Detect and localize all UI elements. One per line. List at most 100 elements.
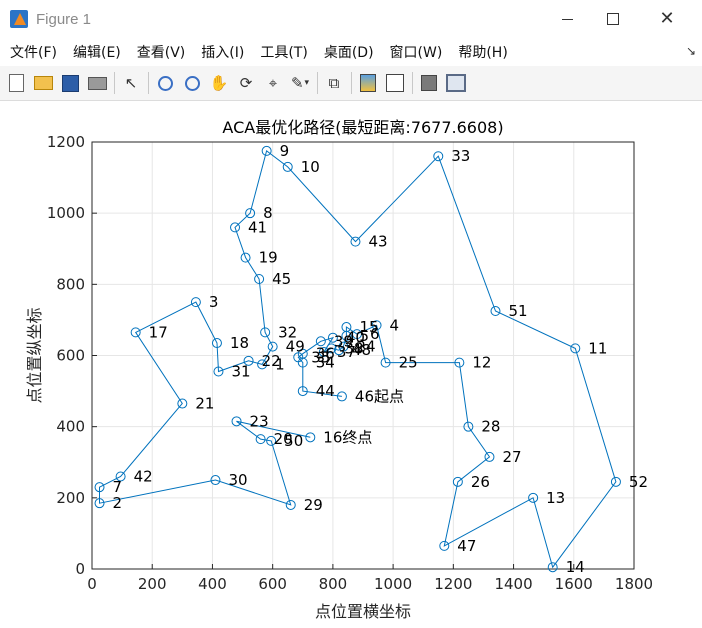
point-label: 28 xyxy=(481,418,500,436)
point-marker xyxy=(94,498,105,509)
point-marker xyxy=(463,421,474,432)
point-id: 25 xyxy=(399,354,418,372)
pan-button[interactable]: ✋ xyxy=(208,72,230,94)
open-folder-icon xyxy=(33,76,53,90)
link-plot-button[interactable]: ⧉ xyxy=(323,72,345,94)
route-line xyxy=(99,150,617,569)
menu-overflow-arrow-icon[interactable]: ↘ xyxy=(685,44,696,58)
point-label: 16终点 xyxy=(323,428,372,446)
point-id: 40 xyxy=(346,329,365,347)
route-chart[interactable]: 0 200 400 600 800 1000 1200 1400 1600 18000200400… xyxy=(0,101,702,628)
show-plot-tools-button[interactable] xyxy=(445,72,467,94)
point-label: 50 xyxy=(284,432,303,450)
zoom-out-button[interactable] xyxy=(181,72,203,94)
point-marker xyxy=(243,355,254,366)
point-id: 42 xyxy=(134,467,153,485)
data-cursor-button[interactable]: ⌖ xyxy=(262,72,284,94)
point-label: 24 xyxy=(356,338,375,356)
legend-icon xyxy=(386,74,404,92)
print-button[interactable] xyxy=(86,72,108,94)
rotate-3d-icon: ⟳ xyxy=(239,74,253,92)
point-marker xyxy=(547,562,558,573)
point-id: 33 xyxy=(451,147,470,165)
point-marker xyxy=(371,320,382,331)
new-file-icon xyxy=(8,74,24,92)
y-tick-label: 800 xyxy=(56,275,85,293)
point-id: 21 xyxy=(195,395,214,413)
point-id: 7 xyxy=(113,478,123,496)
point-id: 39 xyxy=(334,332,353,350)
point-label: 52 xyxy=(629,473,648,491)
point-marker xyxy=(285,499,296,510)
point-label: 31 xyxy=(231,363,250,381)
maximize-button[interactable] xyxy=(590,0,636,38)
point-label: 14 xyxy=(566,558,585,576)
menu-insert[interactable]: 插入(I) xyxy=(201,45,245,61)
point-id: 32 xyxy=(278,323,297,341)
pan-hand-icon: ✋ xyxy=(209,74,229,92)
x-tick-label: 0 xyxy=(87,575,97,593)
brush-button[interactable]: ✎ ▾ xyxy=(289,72,311,94)
point-label: 19 xyxy=(259,249,278,267)
point-marker xyxy=(267,341,278,352)
hide-plot-tools-button[interactable] xyxy=(418,72,440,94)
zoom-in-button[interactable] xyxy=(154,72,176,94)
menu-file[interactable]: 文件(F) xyxy=(10,45,57,61)
menu-tools[interactable]: 工具(T) xyxy=(260,45,308,61)
y-tick-label: 1200 xyxy=(47,133,85,151)
edit-plot-button[interactable]: ↖ xyxy=(120,72,142,94)
y-axis-label: 点位置纵坐标 xyxy=(25,307,44,403)
open-file-button[interactable] xyxy=(32,72,54,94)
point-id: 28 xyxy=(481,418,500,436)
menu-edit[interactable]: 编辑(E) xyxy=(72,45,121,61)
minimize-button[interactable] xyxy=(544,0,590,38)
point-label: 9 xyxy=(280,142,290,160)
insert-colorbar-button[interactable] xyxy=(357,72,379,94)
point-marker xyxy=(255,434,266,445)
menu-view[interactable]: 查看(V) xyxy=(136,45,186,61)
y-tick-label: 400 xyxy=(56,418,85,436)
point-id: 38 xyxy=(344,339,363,357)
close-button[interactable]: ✕ xyxy=(644,0,690,38)
new-file-button[interactable] xyxy=(5,72,27,94)
menu-desktop[interactable]: 桌面(D) xyxy=(323,45,374,61)
point-label: 26 xyxy=(471,473,490,491)
point-marker xyxy=(177,398,188,409)
point-id: 48 xyxy=(352,341,371,359)
point-marker xyxy=(297,348,308,359)
rotate-3d-button[interactable]: ⟳ xyxy=(235,72,257,94)
point-label: 44 xyxy=(316,382,335,400)
point-label: 4 xyxy=(390,316,400,334)
point-marker xyxy=(240,252,251,263)
point-marker xyxy=(254,273,265,284)
menu-help[interactable]: 帮助(H) xyxy=(458,45,508,61)
point-label: 10 xyxy=(301,158,320,176)
point-id: 26 xyxy=(471,473,490,491)
save-button[interactable] xyxy=(59,72,81,94)
point-id: 43 xyxy=(368,233,387,251)
x-tick-label: 200 xyxy=(138,575,167,593)
x-tick-label: 1400 xyxy=(494,575,532,593)
point-marker xyxy=(245,208,256,219)
insert-legend-button[interactable] xyxy=(384,72,406,94)
point-label: 27 xyxy=(502,448,521,466)
point-marker xyxy=(94,482,105,493)
point-label: 8 xyxy=(263,204,273,222)
point-label: 25 xyxy=(399,354,418,372)
menu-bar: 文件(F) 编辑(E) 查看(V) 插入(I) 工具(T) 桌面(D) 窗口(W… xyxy=(0,38,702,66)
zoom-in-icon xyxy=(157,75,173,91)
point-label: 47 xyxy=(457,537,476,555)
point-id: 34 xyxy=(316,354,335,372)
chevron-down-icon[interactable]: ▾ xyxy=(304,78,310,88)
menu-window[interactable]: 窗口(W) xyxy=(389,45,443,61)
point-label: 42 xyxy=(134,467,153,485)
point-id: 37 xyxy=(337,343,356,361)
point-label: 3 xyxy=(209,293,219,311)
point-label: 30 xyxy=(228,471,247,489)
point-marker xyxy=(190,297,201,308)
x-tick-label: 1600 xyxy=(555,575,593,593)
point-label: 46起点 xyxy=(355,387,404,405)
toolbar-separator xyxy=(148,72,149,94)
point-marker xyxy=(231,416,242,427)
minimize-icon xyxy=(561,18,573,20)
